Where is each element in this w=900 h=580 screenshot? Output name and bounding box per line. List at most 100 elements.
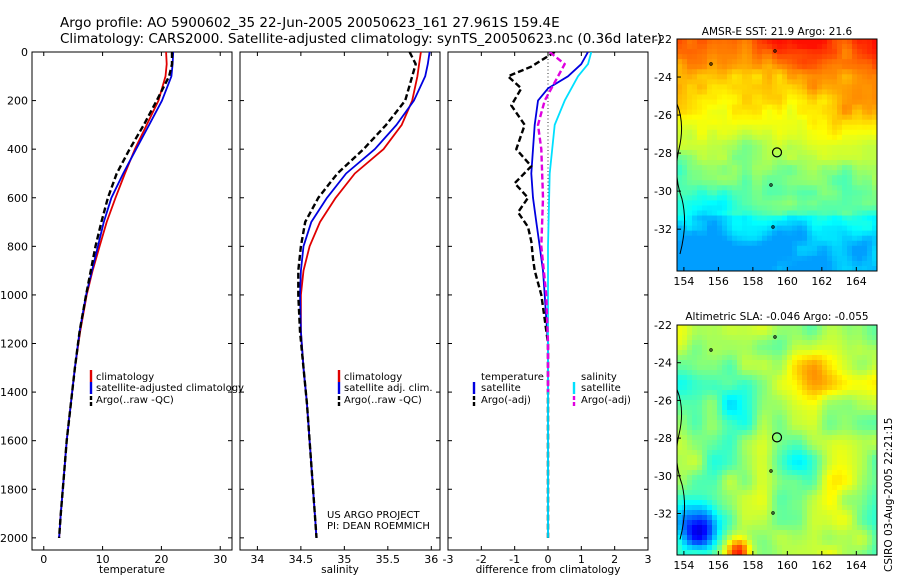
heatmap-cell (807, 380, 813, 386)
heatmap-cell (832, 445, 838, 451)
heatmap-cell (752, 460, 758, 466)
heatmap-cell (787, 475, 793, 481)
heatmap-cell (807, 74, 813, 80)
heatmap-cell (807, 230, 813, 237)
heatmap-cell (747, 84, 753, 91)
heatmap-cell (752, 134, 758, 141)
heatmap-cell (812, 345, 818, 351)
heatmap-cell (852, 550, 858, 555)
heatmap-cell (862, 245, 868, 252)
heatmap-cell (782, 420, 788, 426)
heatmap-cell (872, 54, 877, 60)
heatmap-cell (742, 475, 748, 481)
heatmap-cell (722, 330, 728, 336)
heatmap-cell (702, 430, 708, 436)
heatmap-cell (817, 345, 823, 351)
heatmap-cell (712, 435, 718, 441)
heatmap-cell (867, 99, 873, 106)
heatmap-cell (787, 550, 793, 555)
heatmap-cell (782, 94, 788, 101)
heatmap-cell (872, 395, 877, 401)
heatmap-cell (722, 124, 728, 131)
heatmap-cell (842, 134, 848, 141)
heatmap-cell (697, 540, 703, 546)
heatmap-cell (837, 155, 843, 161)
heatmap-cell (722, 370, 728, 376)
heatmap-cell (742, 265, 748, 271)
heatmap-cell (752, 335, 758, 341)
heatmap-cell (862, 505, 868, 511)
heatmap-cell (792, 335, 798, 341)
heatmap-cell (792, 475, 798, 481)
heatmap-cell (832, 49, 838, 55)
heatmap-cell (722, 535, 728, 541)
heatmap-cell (792, 370, 798, 376)
heatmap-cell (772, 195, 778, 201)
heatmap-cell (707, 420, 713, 426)
heatmap-cell (797, 360, 803, 366)
heatmap-cell (747, 114, 753, 121)
heatmap-cell (817, 160, 823, 166)
heatmap-cell (832, 220, 838, 227)
heatmap-cell (727, 455, 733, 461)
heatmap-cell (832, 370, 838, 376)
heatmap-cell (827, 515, 833, 521)
heatmap-cell (787, 325, 793, 331)
heatmap-cell (867, 165, 873, 171)
heatmap-cell (842, 149, 848, 156)
heatmap-cell (687, 165, 693, 171)
heatmap-cell (722, 490, 728, 496)
heatmap-cell (712, 365, 718, 371)
heatmap-cell (792, 265, 798, 271)
heatmap-cell (822, 89, 828, 96)
heatmap-cell (777, 54, 783, 60)
heatmap-cell (787, 49, 793, 55)
heatmap-cell (842, 435, 848, 441)
heatmap-cell (677, 405, 683, 411)
heatmap-cell (687, 545, 693, 551)
legend-label-sal-argo: Argo(-adj) (581, 395, 631, 406)
heatmap-cell (687, 170, 693, 176)
heatmap-cell (747, 180, 753, 186)
heatmap-cell (767, 185, 773, 191)
heatmap-cell (847, 415, 853, 421)
heatmap-cell (847, 480, 853, 486)
heatmap-cell (822, 44, 828, 50)
heatmap-cell (817, 520, 823, 526)
heatmap-cell (707, 425, 713, 431)
heatmap-cell (787, 39, 793, 45)
heatmap-cell (842, 54, 848, 60)
heatmap-cell (752, 114, 758, 121)
heatmap-cell (872, 245, 877, 252)
heatmap-cell (817, 49, 823, 55)
heatmap-cell (762, 104, 768, 111)
heatmap-cell (737, 365, 743, 371)
heatmap-cell (702, 510, 708, 516)
heatmap-cell (752, 139, 758, 146)
heatmap-cell (857, 155, 863, 161)
heatmap-cell (777, 155, 783, 161)
heatmap-cell (682, 395, 688, 401)
heatmap-cell (822, 54, 828, 60)
heatmap-cell (822, 165, 828, 171)
heatmap-cell (752, 465, 758, 471)
heatmap-cell (737, 485, 743, 491)
heatmap-cell (767, 235, 773, 242)
heatmap-cell (782, 134, 788, 141)
heatmap-cell (702, 79, 708, 85)
heatmap-cell (717, 515, 723, 521)
heatmap-cell (737, 220, 743, 227)
heatmap-cell (797, 460, 803, 466)
heatmap-cell (777, 175, 783, 181)
heatmap-cell (792, 425, 798, 431)
heatmap-cell (677, 59, 683, 65)
heatmap-cell (807, 235, 813, 242)
heatmap-cell (802, 500, 808, 506)
heatmap-cell (717, 500, 723, 506)
heatmap-cell (832, 450, 838, 456)
heatmap-cell (822, 540, 828, 546)
heatmap-cell (847, 375, 853, 381)
heatmap-cell (692, 435, 698, 441)
heatmap-cell (832, 89, 838, 96)
heatmap-cell (707, 525, 713, 531)
